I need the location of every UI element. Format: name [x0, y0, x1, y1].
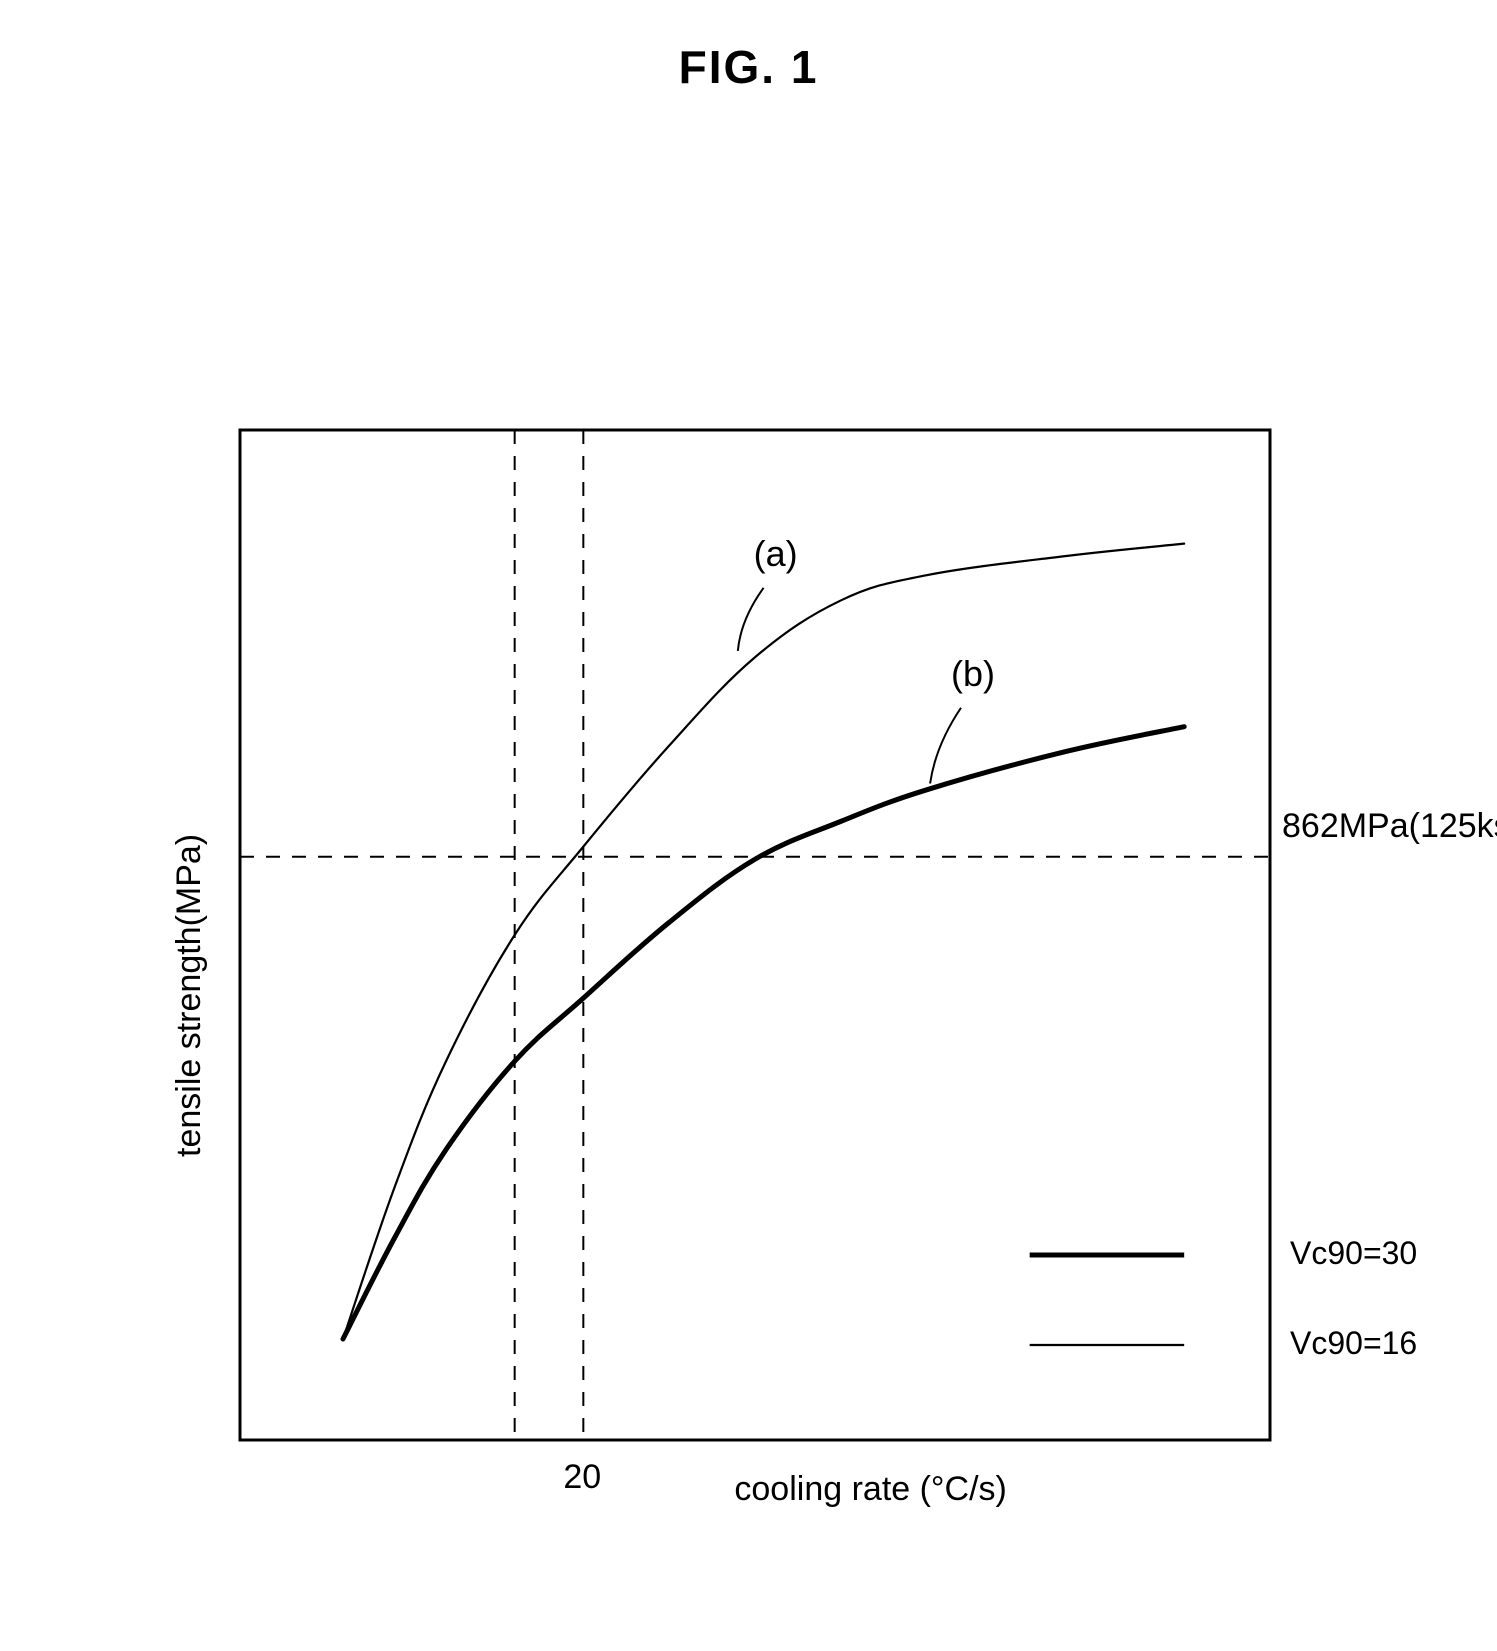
chart-svg: [0, 0, 1497, 1651]
figure-stage: FIG. 1 tensile strength(MPa) cooling rat…: [0, 0, 1497, 1651]
